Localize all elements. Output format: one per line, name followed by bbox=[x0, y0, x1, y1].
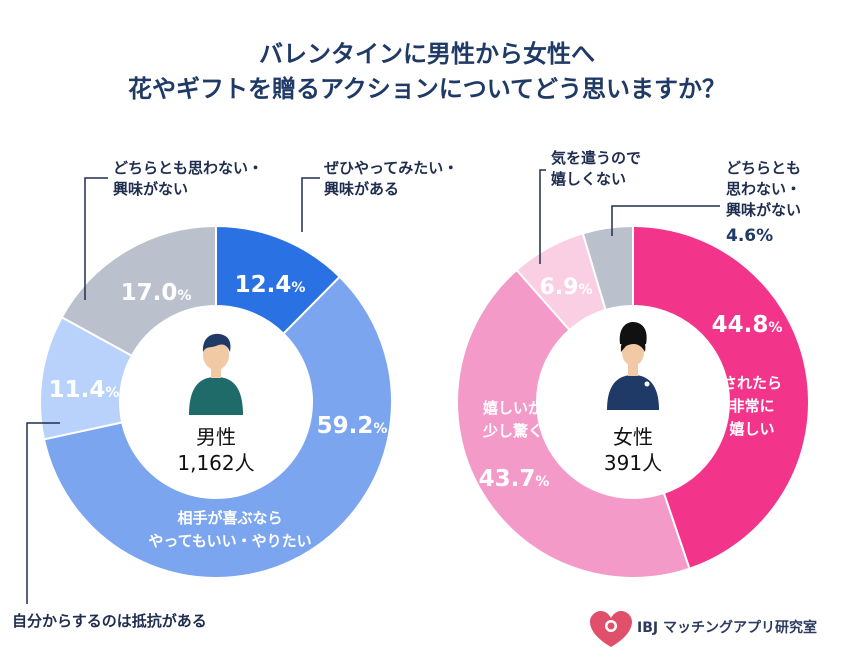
women-category-2-line-1: 気を遣うので bbox=[551, 149, 641, 167]
man-icon bbox=[189, 333, 243, 415]
men-center-count: 1,162人 bbox=[177, 451, 254, 475]
men-category-2-label: 自分からするのは抵抗がある bbox=[12, 612, 207, 630]
women-pct-2: 6.9% bbox=[539, 275, 592, 300]
brand-name: IBJ マッチングアプリ研究室 bbox=[637, 619, 817, 636]
women-category-1-line-1: 嬉しいが bbox=[482, 399, 544, 417]
women-category-3-line-3: 興味がない bbox=[726, 201, 801, 219]
women-pct-3: 4.6% bbox=[726, 226, 773, 246]
women-category-3-line-1: どちらとも bbox=[726, 159, 801, 177]
men-leader-line-3 bbox=[84, 177, 108, 300]
women-center-count: 391人 bbox=[604, 451, 662, 475]
men-category-1-line-1: 相手が喜ぶなら bbox=[177, 509, 282, 527]
men-center-label: 男性 bbox=[196, 425, 236, 449]
men-category-3-line-2: 興味がない bbox=[113, 180, 188, 198]
women-category-2-line-2: 嬉しくない bbox=[550, 170, 626, 188]
chart-title-line-1: バレンタインに男性から女性へ bbox=[259, 40, 595, 68]
woman-icon bbox=[607, 322, 659, 410]
men-category-1-line-2: やってもいい・やりたい bbox=[148, 532, 311, 550]
men-leader-line-0 bbox=[301, 177, 320, 232]
men-category-3-line-1: どちらとも思わない・ bbox=[113, 159, 263, 177]
men-category-0-line-2: 興味がある bbox=[324, 180, 399, 198]
brand-logo: IBJ マッチングアプリ研究室 bbox=[590, 611, 817, 647]
women-category-0-line-1: されたら bbox=[722, 374, 782, 392]
men-pct-2: 11.4% bbox=[49, 377, 120, 403]
women-pct-0: 44.8% bbox=[712, 312, 783, 338]
women-leader-line-3 bbox=[611, 205, 720, 236]
men-pct-3: 17.0% bbox=[121, 280, 192, 306]
men-leader-line-2 bbox=[26, 422, 60, 604]
men-category-0-line-1: ぜひやってみたい・ bbox=[324, 159, 458, 177]
men-pct-1: 59.2% bbox=[317, 413, 388, 439]
women-category-0-line-3: 嬉しい bbox=[728, 420, 774, 438]
women-category-1-line-2: 少し驚く bbox=[482, 422, 543, 440]
women-center-label: 女性 bbox=[613, 425, 653, 449]
women-category-0-line-2: 非常に bbox=[729, 397, 774, 415]
chart-title-line-2: 花やギフトを贈るアクションについてどう思いますか？ bbox=[128, 75, 726, 103]
women-category-3-line-2: 思わない・ bbox=[726, 180, 801, 198]
women-leader-line-2 bbox=[539, 169, 546, 264]
men-donut bbox=[39, 224, 393, 579]
women-pct-1: 43.7% bbox=[479, 466, 550, 492]
men-pct-0: 12.4% bbox=[235, 272, 306, 298]
